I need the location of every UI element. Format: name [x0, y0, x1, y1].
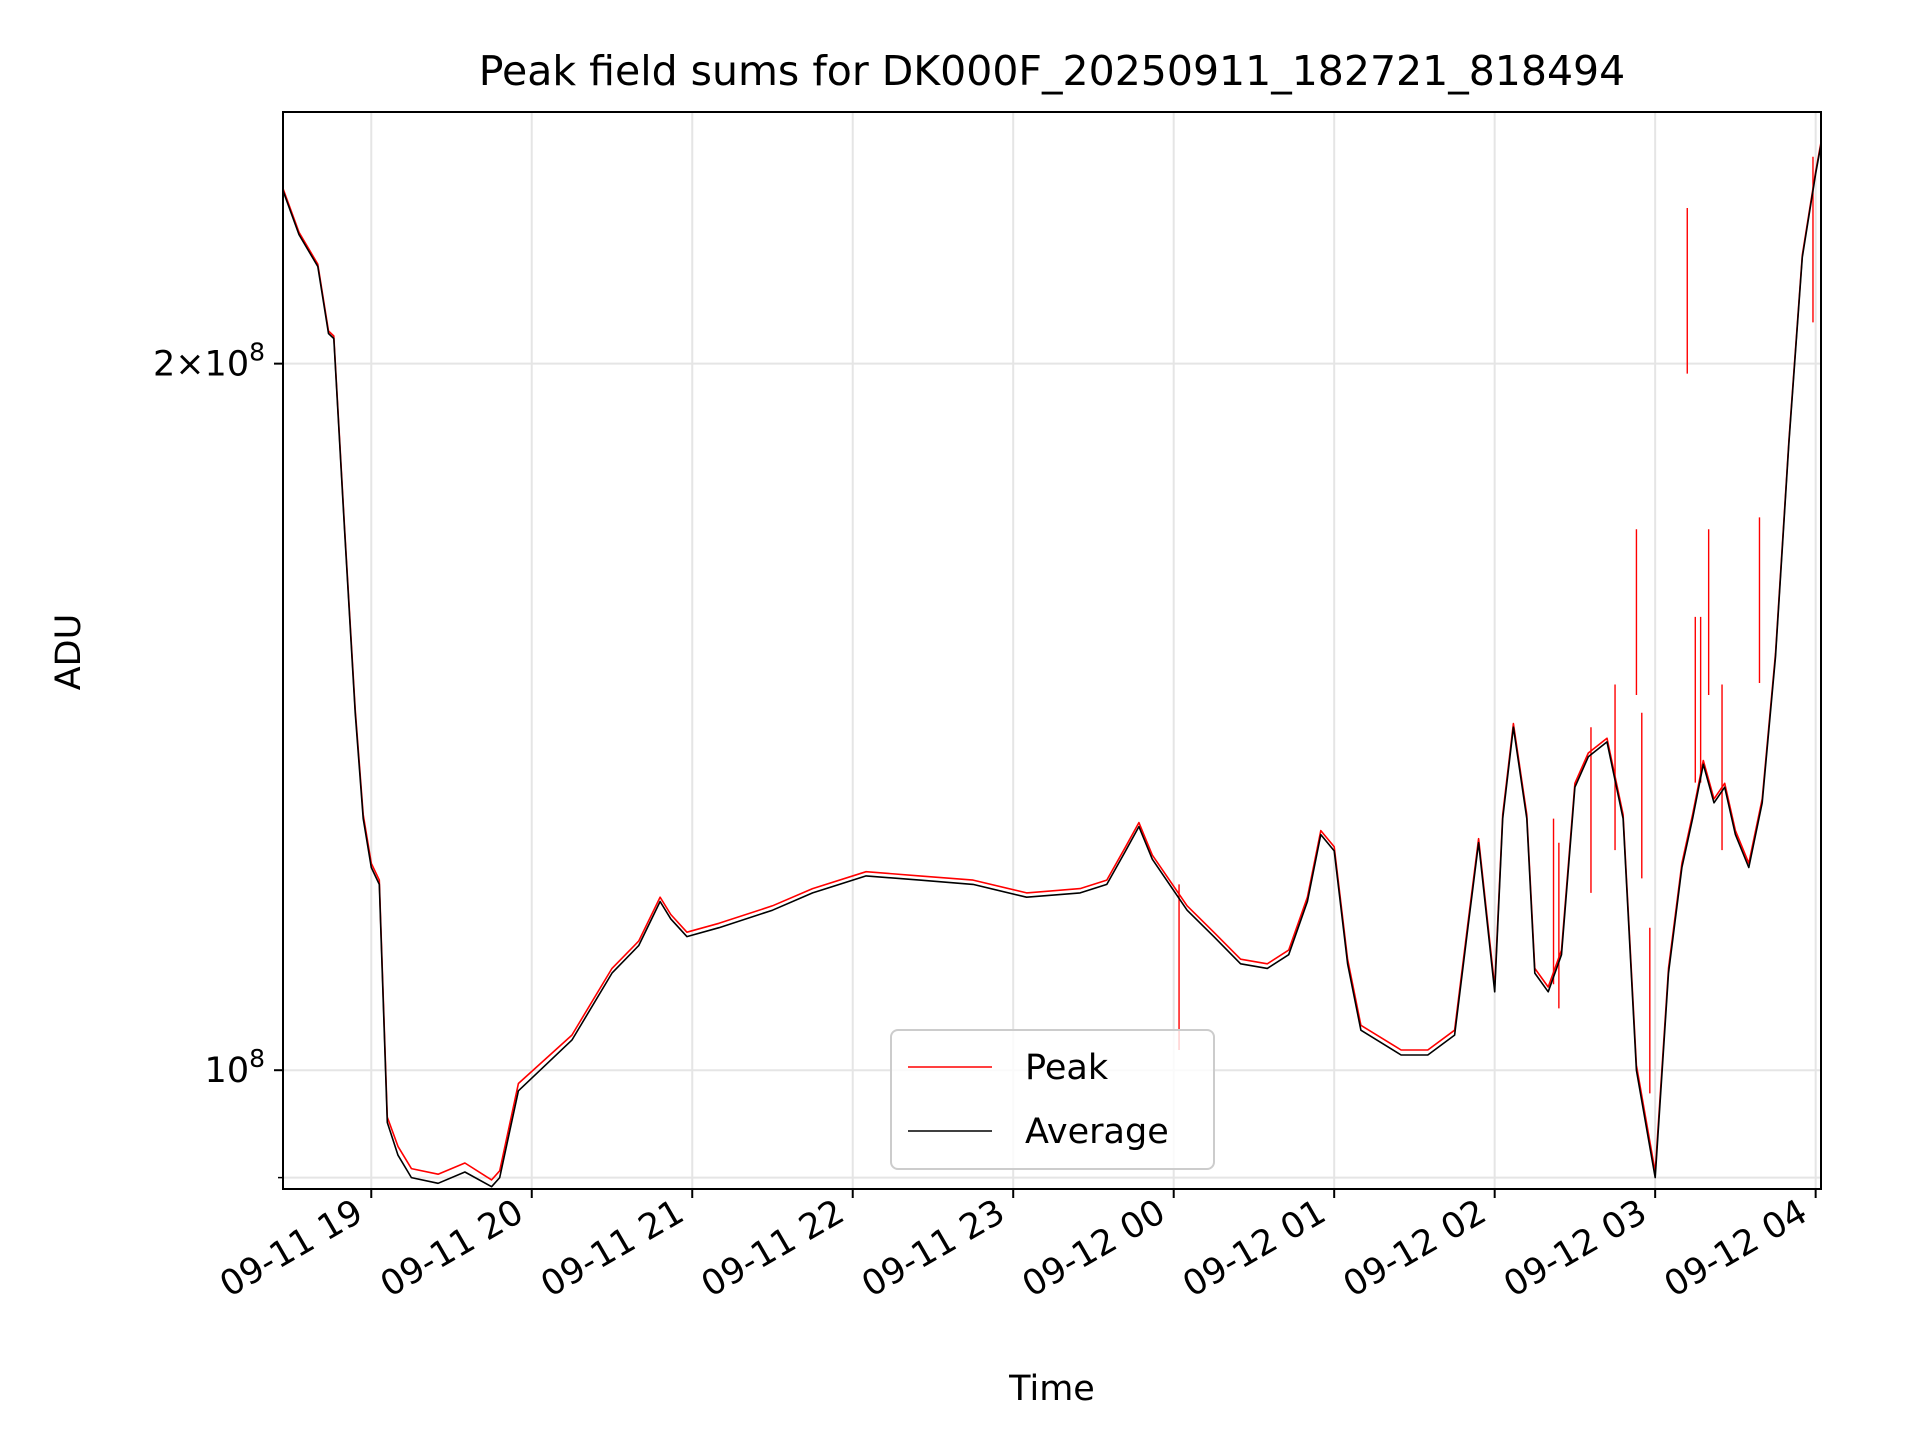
x-axis-label: Time [1008, 1369, 1095, 1409]
series-average-line [283, 144, 1821, 1188]
y-tick-label: 108 [205, 1044, 265, 1091]
legend-peak-label: Peak [1025, 1048, 1109, 1088]
legend-average-label: Average [1025, 1112, 1169, 1152]
y-axis-label: ADU [49, 614, 89, 691]
plot-frame [282, 111, 1822, 1190]
y-tick-label: 2×108 [153, 338, 265, 385]
legend: Peak Average [890, 1029, 1215, 1170]
y-axis: 108 2×108 [153, 338, 283, 1179]
chart-title: Peak field sums for DK000F_20250911_1827… [479, 47, 1625, 95]
legend-box [890, 1029, 1215, 1170]
plot-lines [283, 142, 1821, 1188]
